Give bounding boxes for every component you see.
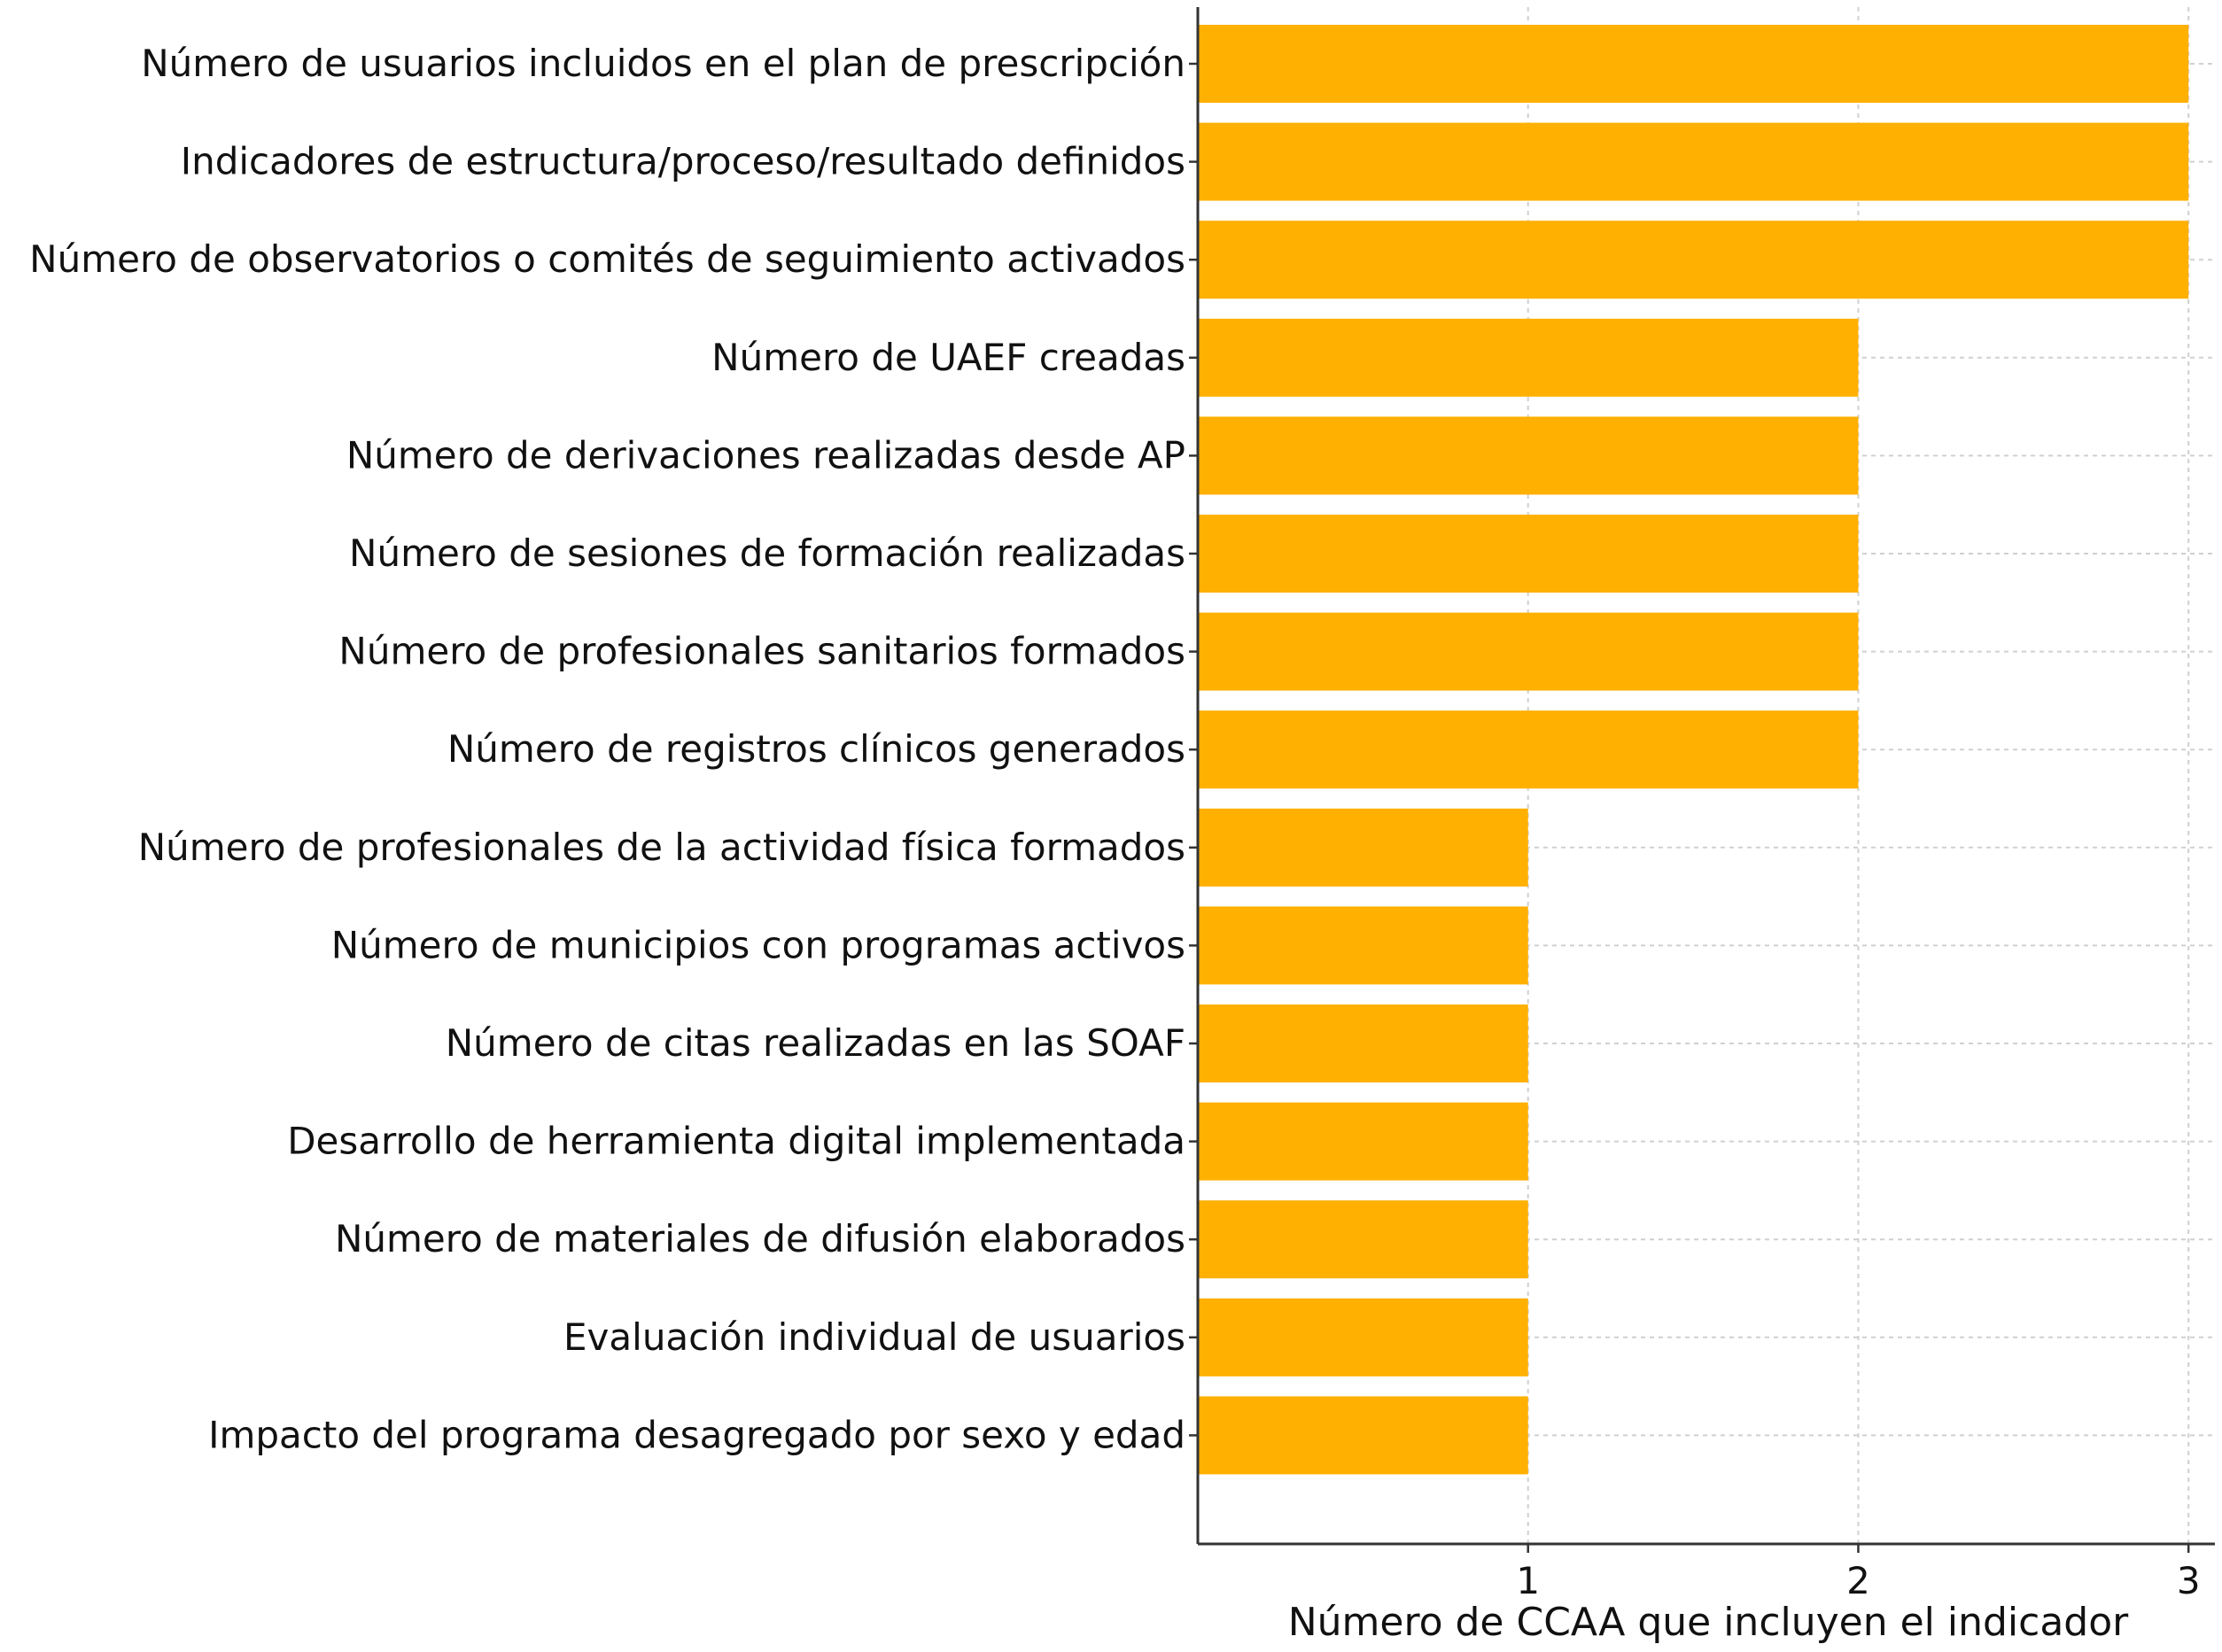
bar-3	[1198, 221, 2188, 299]
category-label-1: Número de usuarios incluidos en el plan …	[141, 42, 1185, 85]
bar-4	[1198, 319, 1858, 397]
x-ticks: 1 2 3	[1516, 1544, 2200, 1602]
category-label-15: Impacto del programa desagregado por sex…	[208, 1413, 1185, 1456]
category-label-4: Número de UAEF creadas	[711, 336, 1185, 379]
category-label-10: Número de municipios con programas activ…	[331, 923, 1185, 966]
category-label-13: Número de materiales de difusión elabora…	[335, 1217, 1185, 1260]
bar-8	[1198, 710, 1858, 788]
category-label-5: Número de derivaciones realizadas desde …	[346, 433, 1185, 477]
category-label-14: Evaluación individual de usuarios	[563, 1315, 1185, 1359]
category-label-8: Número de registros clínicos generados	[447, 727, 1185, 771]
bar-13	[1198, 1200, 1528, 1278]
bar-12	[1198, 1103, 1528, 1181]
category-label-12: Desarrollo de herramienta digital implem…	[287, 1120, 1185, 1163]
x-tick-label-1: 1	[1516, 1559, 1540, 1602]
x-tick-label-2: 2	[1846, 1559, 1870, 1602]
bar-9	[1198, 809, 1528, 887]
category-label-6: Número de sesiones de formación realizad…	[349, 531, 1185, 575]
category-label-7: Número de profesionales sanitarios forma…	[338, 630, 1185, 673]
bar-11	[1198, 1004, 1528, 1082]
category-label-2: Indicadores de estructura/proceso/result…	[181, 140, 1185, 183]
x-tick-label-3: 3	[2177, 1559, 2201, 1602]
bar-10	[1198, 906, 1528, 984]
category-labels: Número de usuarios incluidos en el plan …	[29, 42, 1185, 1456]
bar-2	[1198, 123, 2188, 201]
bar-14	[1198, 1299, 1528, 1377]
bar-1	[1198, 25, 2188, 103]
bar-6	[1198, 515, 1858, 593]
category-label-3: Número de observatorios o comités de seg…	[29, 237, 1185, 281]
bar-7	[1198, 613, 1858, 691]
bar-5	[1198, 416, 1858, 494]
category-label-11: Número de citas realizadas en las SOAF	[446, 1021, 1185, 1065]
bar-15	[1198, 1396, 1528, 1474]
x-axis-title: Número de CCAA que incluyen el indicador	[1288, 1600, 2129, 1645]
category-label-9: Número de profesionales de la actividad …	[138, 826, 1185, 869]
